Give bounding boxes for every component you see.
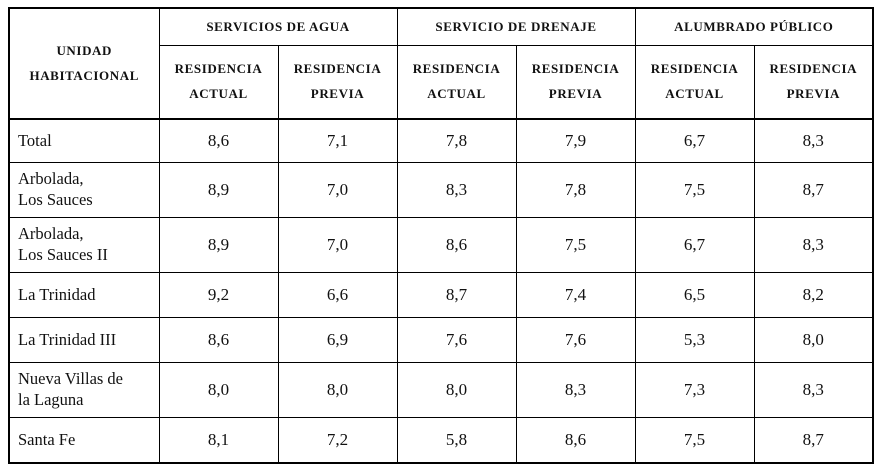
value-cell: 7,0	[277, 217, 398, 273]
value-cell: 8,7	[396, 272, 517, 318]
value-cell: 8,3	[753, 217, 874, 273]
value-cell: 8,3	[396, 162, 517, 218]
value-cell: 9,2	[158, 272, 279, 318]
sub-header-agua-previa: RESIDENCIA PREVIA	[277, 45, 398, 120]
value-cell: 8,0	[396, 362, 517, 418]
table-row-santa-fe: Santa Fe 8,1 7,2 5,8 8,6 7,5 8,7	[8, 417, 874, 464]
column-group-alumbrado: ALUMBRADO PÚBLICO	[634, 7, 874, 46]
value-cell: 7,4	[515, 272, 636, 318]
value-cell: 6,5	[634, 272, 755, 318]
value-cell: 7,3	[634, 362, 755, 418]
services-ratings-table: UNIDAD HABITACIONAL SERVICIOS DE AGUA SE…	[8, 7, 875, 464]
value-cell: 5,8	[396, 417, 517, 464]
value-cell: 8,0	[277, 362, 398, 418]
value-cell: 7,2	[277, 417, 398, 464]
value-cell: 8,7	[753, 162, 874, 218]
table-header: UNIDAD HABITACIONAL SERVICIOS DE AGUA SE…	[8, 7, 874, 120]
value-cell: 8,7	[753, 417, 874, 464]
value-cell: 5,3	[634, 317, 755, 363]
value-cell: 6,7	[634, 217, 755, 273]
value-cell: 7,6	[396, 317, 517, 363]
sub-header-alumbrado-actual: RESIDENCIA ACTUAL	[634, 45, 755, 120]
value-cell: 6,7	[634, 118, 755, 163]
value-cell: 6,9	[277, 317, 398, 363]
value-cell: 7,8	[515, 162, 636, 218]
row-label: Total	[8, 118, 160, 163]
row-label: Santa Fe	[8, 417, 160, 464]
value-cell: 8,0	[158, 362, 279, 418]
value-cell: 8,2	[753, 272, 874, 318]
table-row-arbolada-los-sauces-ii: Arbolada, Los Sauces II 8,9 7,0 8,6 7,5 …	[8, 217, 874, 273]
table-body: Total 8,6 7,1 7,8 7,9 6,7 8,3 Arbolada, …	[8, 118, 874, 464]
table-row-la-trinidad: La Trinidad 9,2 6,6 8,7 7,4 6,5 8,2	[8, 272, 874, 318]
sub-header-alumbrado-previa: RESIDENCIA PREVIA	[753, 45, 874, 120]
value-cell: 7,0	[277, 162, 398, 218]
column-group-drenaje: SERVICIO DE DRENAJE	[396, 7, 636, 46]
value-cell: 8,6	[158, 118, 279, 163]
table-row-total: Total 8,6 7,1 7,8 7,9 6,7 8,3	[8, 118, 874, 163]
value-cell: 8,6	[515, 417, 636, 464]
sub-header-agua-actual: RESIDENCIA ACTUAL	[158, 45, 279, 120]
value-cell: 7,8	[396, 118, 517, 163]
value-cell: 7,9	[515, 118, 636, 163]
value-cell: 7,1	[277, 118, 398, 163]
value-cell: 7,5	[634, 162, 755, 218]
value-cell: 8,6	[396, 217, 517, 273]
value-cell: 7,5	[515, 217, 636, 273]
sub-header-row: RESIDENCIA ACTUAL RESIDENCIA PREVIA RESI…	[9, 45, 874, 120]
value-cell: 8,9	[158, 162, 279, 218]
row-label: La Trinidad III	[8, 317, 160, 363]
sub-header-drenaje-actual: RESIDENCIA ACTUAL	[396, 45, 517, 120]
corner-header: UNIDAD HABITACIONAL	[8, 7, 160, 120]
value-cell: 7,5	[634, 417, 755, 464]
row-label: Nueva Villas de la Laguna	[8, 362, 160, 418]
value-cell: 8,3	[753, 118, 874, 163]
value-cell: 8,6	[158, 317, 279, 363]
table-row-arbolada-los-sauces: Arbolada, Los Sauces 8,9 7,0 8,3 7,8 7,5…	[8, 162, 874, 218]
table-row-la-trinidad-iii: La Trinidad III 8,6 6,9 7,6 7,6 5,3 8,0	[8, 317, 874, 363]
column-group-agua: SERVICIOS DE AGUA	[158, 7, 398, 46]
value-cell: 8,3	[753, 362, 874, 418]
value-cell: 7,6	[515, 317, 636, 363]
row-label: Arbolada, Los Sauces	[8, 162, 160, 218]
value-cell: 8,3	[515, 362, 636, 418]
sub-header-drenaje-previa: RESIDENCIA PREVIA	[515, 45, 636, 120]
row-label: La Trinidad	[8, 272, 160, 318]
group-header-row: UNIDAD HABITACIONAL SERVICIOS DE AGUA SE…	[8, 7, 874, 120]
table-row-nueva-villas-de-la-laguna: Nueva Villas de la Laguna 8,0 8,0 8,0 8,…	[8, 362, 874, 418]
row-label: Arbolada, Los Sauces II	[8, 217, 160, 273]
value-cell: 8,9	[158, 217, 279, 273]
value-cell: 8,0	[753, 317, 874, 363]
value-cell: 6,6	[277, 272, 398, 318]
value-cell: 8,1	[158, 417, 279, 464]
